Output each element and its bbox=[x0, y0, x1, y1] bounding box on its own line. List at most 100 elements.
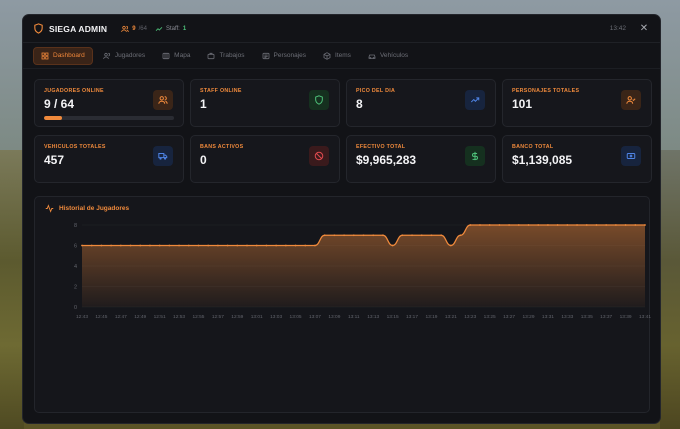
x-tick-label: 13:29 bbox=[523, 314, 535, 320]
chart-point bbox=[449, 244, 452, 247]
stat-label: STAFF ONLINE bbox=[200, 88, 242, 94]
chart-point bbox=[595, 224, 598, 226]
chart-point bbox=[352, 234, 355, 237]
tab-label: Mapa bbox=[174, 52, 191, 59]
close-button[interactable]: ✕ bbox=[639, 23, 649, 34]
chart-point bbox=[110, 244, 113, 247]
chart-point bbox=[187, 244, 190, 247]
staff-badge: Staff: 1 bbox=[155, 25, 186, 33]
stat-value: $1,139,085 bbox=[512, 153, 573, 167]
stat-card-banco-total: BANCO TOTAL $1,139,085 bbox=[502, 135, 652, 183]
tab-dashboard[interactable]: Dashboard bbox=[33, 46, 93, 65]
player-history-chart: 0 2 4 6 8 12:43 12:45 12:47 12:49 12:51 12:53 12:5… bbox=[74, 223, 651, 320]
trending-up-icon bbox=[465, 90, 485, 110]
chart-point bbox=[323, 234, 326, 237]
truck-icon bbox=[153, 146, 173, 166]
tab-jugadores[interactable]: Jugadores bbox=[96, 48, 152, 64]
briefcase-icon bbox=[207, 52, 215, 60]
chart-series-line bbox=[82, 224, 645, 247]
chart-point bbox=[168, 244, 171, 247]
x-tick-label: 13:23 bbox=[464, 314, 476, 320]
background-scenery-left bbox=[0, 150, 24, 429]
chart-point bbox=[634, 224, 637, 226]
y-tick-label: 2 bbox=[74, 285, 77, 291]
chart-point bbox=[585, 224, 588, 226]
stat-label: BANS ACTIVOS bbox=[200, 144, 244, 150]
chart-point bbox=[129, 244, 132, 247]
chart-point bbox=[614, 224, 617, 226]
x-tick-label: 12:51 bbox=[154, 314, 166, 320]
tab-personajes[interactable]: Personajes bbox=[255, 48, 314, 64]
users-icon bbox=[103, 52, 111, 60]
staff-label: Staff: bbox=[165, 25, 180, 32]
x-tick-label: 12:47 bbox=[115, 314, 127, 320]
chart-point bbox=[333, 234, 336, 237]
chart-point bbox=[81, 244, 83, 247]
chart-point bbox=[556, 224, 559, 226]
chart-point bbox=[226, 244, 229, 247]
dashboard-icon bbox=[41, 52, 49, 60]
x-tick-label: 13:01 bbox=[251, 314, 263, 320]
y-tick-label: 0 bbox=[74, 305, 77, 311]
chart-point bbox=[304, 244, 307, 247]
players-count: 9 bbox=[132, 25, 136, 32]
car-icon bbox=[368, 52, 376, 60]
chart-point bbox=[139, 244, 142, 247]
x-tick-label: 13:15 bbox=[387, 314, 399, 320]
users-icon bbox=[153, 90, 173, 110]
x-tick-label: 12:53 bbox=[173, 314, 185, 320]
chart-point bbox=[401, 234, 404, 237]
chart-point bbox=[566, 224, 569, 226]
chart-point bbox=[149, 244, 151, 247]
x-tick-label: 13:05 bbox=[290, 314, 302, 320]
x-tick-label: 12:59 bbox=[231, 314, 243, 320]
stat-value: 457 bbox=[44, 153, 65, 167]
chart-point bbox=[236, 244, 239, 247]
x-tick-label: 13:31 bbox=[542, 314, 554, 320]
tab-label: Dashboard bbox=[53, 52, 85, 59]
x-tick-label: 13:03 bbox=[270, 314, 282, 320]
y-tick-label: 8 bbox=[74, 223, 77, 229]
tab-mapa[interactable]: Mapa bbox=[155, 48, 197, 64]
x-tick-label: 13:27 bbox=[503, 314, 515, 320]
chart-point bbox=[255, 244, 258, 247]
tab-label: Personajes bbox=[273, 52, 307, 59]
stat-card-jugadores-online: JUGADORES ONLINE 9 / 64 bbox=[34, 79, 184, 127]
chart-point bbox=[517, 224, 520, 226]
stat-card-bans-activos: BANS ACTIVOS 0 bbox=[190, 135, 340, 183]
x-tick-label: 13:25 bbox=[484, 314, 496, 320]
stat-label: PERSONAJES TOTALES bbox=[512, 88, 580, 94]
tab-items[interactable]: Items bbox=[316, 48, 358, 64]
stat-label: PICO DEL DIA bbox=[356, 88, 396, 94]
x-tick-label: 13:17 bbox=[406, 314, 418, 320]
y-tick-label: 6 bbox=[74, 244, 77, 250]
x-tick-label: 12:45 bbox=[95, 314, 107, 320]
activity-icon bbox=[45, 204, 54, 213]
staff-count: 1 bbox=[182, 25, 187, 32]
x-tick-label: 12:49 bbox=[134, 314, 146, 320]
ban-icon bbox=[309, 146, 329, 166]
chart-point bbox=[576, 224, 578, 226]
tab-trabajos[interactable]: Trabajos bbox=[200, 48, 251, 64]
y-tick-label: 4 bbox=[74, 264, 77, 270]
players-badge: 9/64 bbox=[121, 25, 147, 33]
chart-point bbox=[382, 234, 384, 237]
stat-card-vehiculos-totales: VEHICULOS TOTALES 457 bbox=[34, 135, 184, 183]
chart-point bbox=[547, 224, 549, 226]
tab-vehiculos[interactable]: Vehículos bbox=[361, 48, 415, 64]
chart-point bbox=[459, 234, 462, 237]
x-tick-label: 12:55 bbox=[192, 314, 204, 320]
chart-point bbox=[178, 244, 180, 247]
dollar-icon bbox=[465, 146, 485, 166]
x-tick-label: 13:33 bbox=[561, 314, 573, 320]
id-card-icon bbox=[262, 52, 270, 60]
shield-icon bbox=[309, 90, 329, 110]
chart-point bbox=[275, 244, 278, 247]
x-tick-label: 13:21 bbox=[445, 314, 457, 320]
user-check-icon bbox=[621, 90, 641, 110]
chart-point bbox=[624, 224, 627, 226]
chart-point bbox=[537, 224, 540, 226]
chart-point bbox=[479, 224, 481, 226]
chart-point bbox=[265, 244, 268, 247]
box-icon bbox=[323, 51, 331, 60]
